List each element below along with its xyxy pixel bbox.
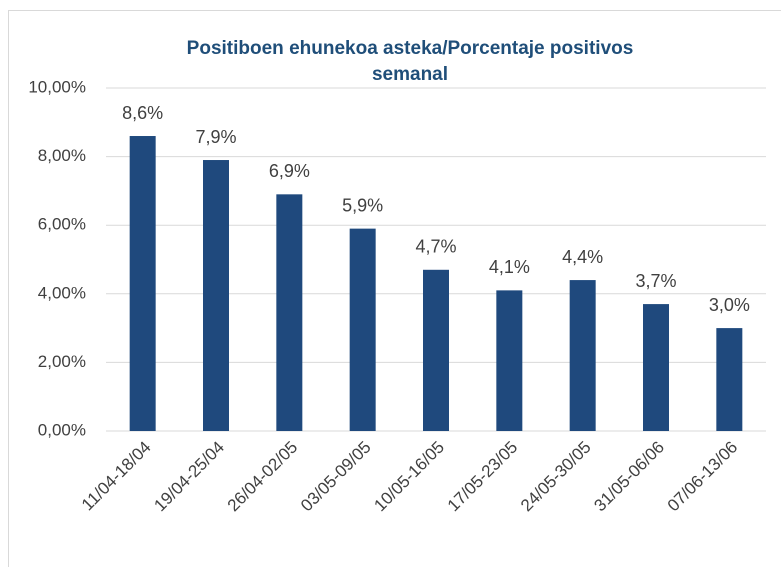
value-label: 3,7% bbox=[635, 271, 676, 291]
x-tick-label: 03/05-09/05 bbox=[297, 438, 375, 516]
value-label: 8,6% bbox=[122, 103, 163, 123]
bar bbox=[129, 136, 156, 431]
value-label: 3,0% bbox=[709, 295, 750, 315]
bar bbox=[276, 194, 303, 431]
x-tick-label: 19/04-25/04 bbox=[150, 438, 228, 516]
y-tick-label: 10,00% bbox=[28, 77, 86, 96]
value-label: 4,1% bbox=[489, 257, 530, 277]
value-label: 4,4% bbox=[562, 247, 603, 267]
x-tick-label: 11/04-18/04 bbox=[78, 438, 155, 515]
bar bbox=[203, 160, 229, 431]
x-tick-label: 07/06-13/06 bbox=[664, 438, 742, 516]
y-tick-label: 8,00% bbox=[38, 146, 86, 165]
value-label: 7,9% bbox=[195, 127, 236, 147]
value-label: 6,9% bbox=[269, 161, 310, 181]
bar bbox=[569, 280, 596, 431]
chart-title: Positiboen ehunekoa asteka/Porcentaje po… bbox=[186, 38, 634, 85]
x-tick-label: 10/05-16/05 bbox=[370, 438, 448, 516]
bar bbox=[643, 304, 669, 431]
y-tick-label: 0,00% bbox=[38, 420, 86, 439]
y-tick-label: 6,00% bbox=[38, 215, 86, 234]
value-label: 4,7% bbox=[415, 237, 456, 257]
value-label: 5,9% bbox=[342, 195, 383, 215]
chart-border bbox=[8, 10, 781, 567]
x-tick-label: 24/05-30/05 bbox=[517, 438, 595, 516]
x-tick-label: 17/05-23/05 bbox=[444, 438, 522, 516]
x-tick-label: 26/04-02/05 bbox=[224, 438, 302, 516]
bar bbox=[349, 228, 376, 431]
y-tick-label: 2,00% bbox=[38, 352, 86, 371]
bar bbox=[716, 328, 743, 431]
bar bbox=[496, 290, 523, 431]
bar bbox=[423, 269, 449, 431]
x-tick-label: 31/05-06/06 bbox=[590, 438, 668, 516]
y-tick-label: 4,00% bbox=[38, 283, 86, 302]
